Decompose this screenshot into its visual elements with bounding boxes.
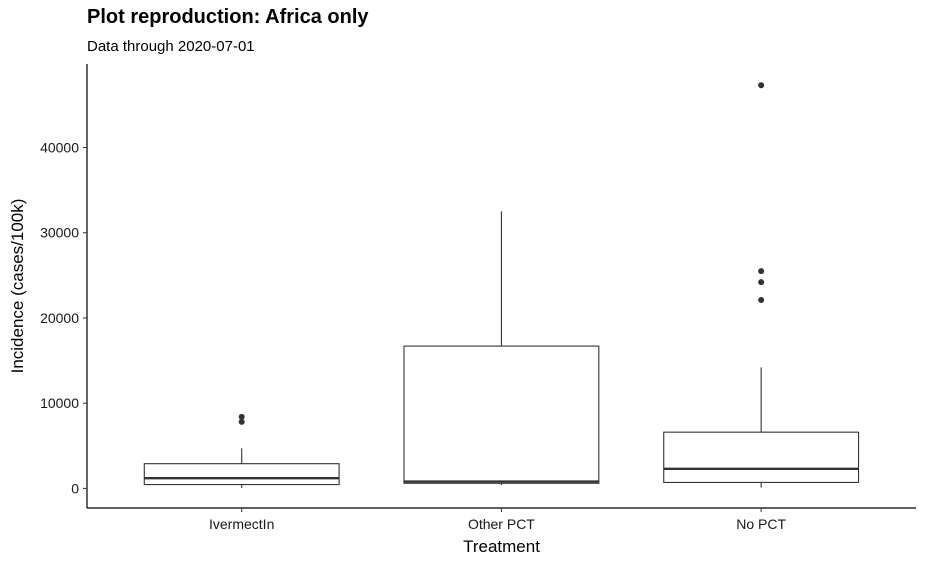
boxes-layer (143, 82, 860, 488)
y-axis-title: Incidence (cases/100k) (8, 199, 27, 374)
outlier-point (758, 82, 765, 89)
outlier-point (238, 413, 245, 420)
x-tick-label: No PCT (736, 516, 786, 532)
outlier-point (758, 268, 765, 275)
y-tick-label: 30000 (40, 225, 79, 241)
chart-title: Plot reproduction: Africa only (87, 6, 369, 28)
chart-subtitle: Data through 2020-07-01 (87, 38, 255, 55)
y-tick-label: 10000 (40, 395, 79, 411)
y-tick-label: 40000 (40, 140, 79, 156)
x-tick-label: Other PCT (468, 516, 535, 532)
box-group (663, 82, 860, 488)
box (143, 463, 340, 486)
outlier-point (758, 279, 765, 286)
outlier-point (238, 418, 245, 425)
x-axis: IvermectIn Other PCT No PCT (87, 507, 916, 532)
box (403, 345, 600, 484)
outlier-point (758, 297, 765, 304)
y-tick-label: 0 (71, 480, 79, 496)
box-group (143, 413, 340, 488)
x-axis-title: Treatment (463, 537, 540, 556)
box-group (403, 211, 600, 485)
y-tick-label: 20000 (40, 310, 79, 326)
x-tick-label: IvermectIn (209, 516, 274, 532)
box (663, 431, 860, 483)
y-axis: 0 10000 20000 30000 40000 (40, 64, 88, 508)
